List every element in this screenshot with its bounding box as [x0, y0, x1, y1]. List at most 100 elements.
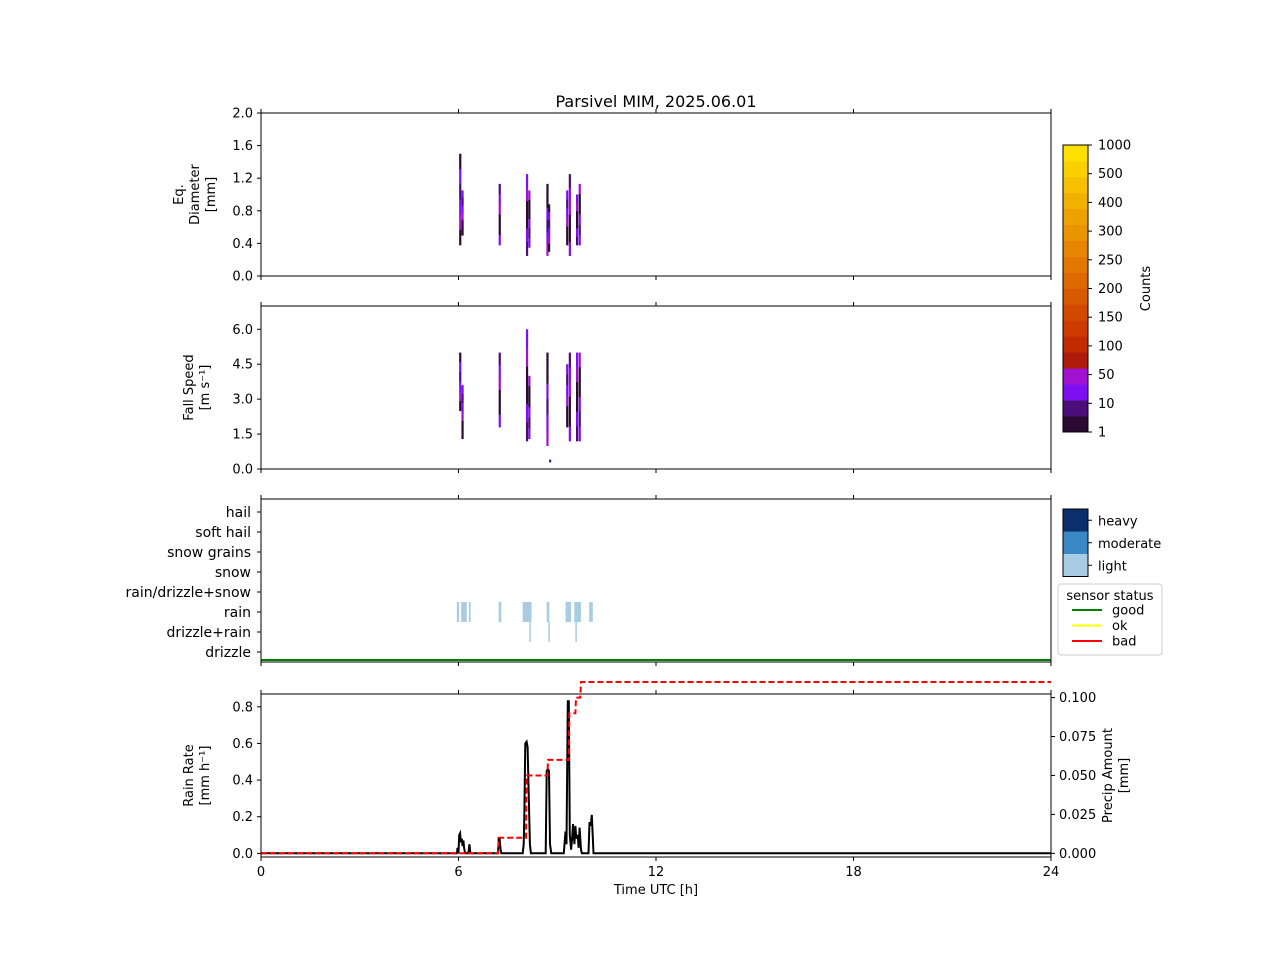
colorbar-cell — [1063, 384, 1088, 401]
colorbar-label: Counts — [1139, 266, 1154, 312]
precip-type-event — [546, 602, 550, 622]
diameter-event-cell — [528, 237, 531, 248]
diameter-event-cell — [546, 195, 549, 209]
precip-type-event — [565, 602, 572, 622]
colorbar-cell — [1063, 336, 1088, 353]
colorbar-cell — [1063, 224, 1088, 241]
x-tick-label: 6 — [454, 865, 462, 880]
diameter-event-cell — [576, 228, 579, 237]
rain-rate-y-label: Rain Rate — [182, 744, 197, 807]
diameter-event-cell — [546, 231, 549, 244]
colorbar-cell — [1063, 288, 1088, 305]
fallspeed-event-cell — [578, 426, 581, 442]
fallspeed-event-cell — [498, 352, 501, 366]
fallspeed-event-cell — [546, 352, 549, 369]
y-tick-label-right: 0.025 — [1059, 808, 1096, 823]
precip-amount-line — [261, 681, 1051, 855]
y-tick-label: 0.2 — [232, 810, 253, 825]
diameter-event-cell — [459, 153, 462, 170]
diameter-event-cell — [459, 199, 462, 215]
fallspeed-event-cell — [525, 385, 529, 405]
diameter-event-cell — [568, 242, 571, 256]
diameter-event-cell — [548, 227, 551, 237]
fallspeed-event-cell — [578, 367, 581, 383]
colorbar-cell — [1063, 176, 1088, 194]
diameter-event-cell — [459, 184, 462, 200]
colorbar-cell — [1063, 145, 1088, 162]
diameter-event-cell — [566, 208, 569, 219]
fallspeed-event-cell — [549, 461, 552, 462]
fallspeed-event-cell — [576, 426, 579, 442]
y-tick-label: 4.5 — [232, 358, 253, 373]
fallspeed-event-cell — [525, 422, 529, 442]
colorbar-tick-label: 500 — [1098, 167, 1123, 182]
intensity-label: light — [1098, 559, 1127, 574]
fallspeed-event-cell — [566, 385, 569, 396]
y-tick-label: 0.0 — [232, 463, 253, 478]
diameter-event-cell — [566, 235, 569, 246]
y-tick-label: 3.0 — [232, 393, 253, 408]
fallspeed-event-cell — [546, 430, 549, 447]
intensity-label: heavy — [1098, 514, 1138, 529]
diameter-event-cell — [566, 199, 569, 209]
diameter-event-cell — [546, 219, 549, 233]
fallspeed-event-cell — [459, 401, 462, 412]
diameter-event-cell — [576, 219, 579, 229]
intensity-label: moderate — [1098, 537, 1161, 552]
colorbar-cell — [1063, 304, 1088, 321]
diameter-event-cell — [498, 204, 501, 215]
precip-type-frame — [260, 498, 1052, 663]
diameter-event-cell — [568, 214, 571, 229]
y-tick-label: 0.0 — [232, 847, 253, 862]
fallspeed-event-cell — [546, 368, 549, 384]
fallspeed-event-cell — [459, 371, 462, 382]
precip-type-label: hail — [226, 505, 251, 521]
diameter-event-cell — [498, 234, 501, 246]
diameter-event-cell — [525, 187, 529, 202]
fallspeed-event-cell — [461, 429, 464, 440]
diameter-event-cell — [568, 201, 571, 216]
diameter-panel: 0.0 0.4 0.8 1.2 1.6 2.0 Eq. Diameter [mm] — [172, 107, 1052, 285]
counts-colorbar: 1 10 50 100 150 200 250 300 400 500 1000 Counts — [1062, 139, 1154, 441]
diameter-event-cell — [546, 243, 549, 256]
diameter-event-cell — [566, 217, 569, 228]
precip-type-label: rain/drizzle+snow — [126, 585, 251, 601]
diameter-event-cell — [498, 183, 501, 195]
colorbar-tick-label: 1000 — [1098, 139, 1131, 154]
diameter-event-cell — [546, 207, 549, 221]
colorbar-cell — [1063, 208, 1088, 226]
rain-frame — [260, 693, 1052, 858]
diameter-event-cell — [566, 190, 569, 200]
diameter-y-label: Eq. — [172, 184, 187, 205]
diameter-event-cell — [568, 187, 571, 202]
fallspeed-event-cell — [568, 382, 571, 398]
diameter-event-cell — [528, 199, 531, 210]
diameter-event-cell — [578, 214, 581, 225]
diameter-event-cell — [548, 243, 551, 252]
diameter-frame — [260, 112, 1052, 277]
fallspeed-event-cell — [576, 352, 579, 368]
y-tick-label: 1.2 — [232, 172, 253, 187]
precip-type-event — [522, 602, 532, 622]
fallspeed-event-cell — [576, 367, 579, 383]
diameter-event-cell — [528, 209, 531, 220]
fallspeed-event-cell — [549, 460, 552, 462]
diameter-event-cell — [528, 190, 531, 201]
y-tick-label: 0.0 — [232, 270, 253, 285]
colorbar-tick-label: 400 — [1098, 196, 1123, 211]
diameter-event-cell — [461, 220, 464, 229]
fallspeed-panel: 0.0 1.5 3.0 4.5 6.0 Fall Speed [m s⁻¹] — [182, 302, 1052, 478]
fallspeed-event-cell — [498, 389, 501, 403]
fallspeed-event-cell — [578, 411, 581, 427]
diameter-event-cell — [548, 220, 551, 229]
intensity-frame — [1062, 508, 1089, 577]
diameter-event-cell — [498, 224, 501, 236]
fallspeed-event-cell — [546, 399, 549, 415]
fallspeed-event-cell — [461, 411, 464, 422]
diameter-event-cell — [578, 234, 581, 246]
fallspeed-event-cell — [528, 407, 531, 419]
fallspeed-event-cell — [461, 385, 464, 395]
diameter-event-cell — [568, 174, 571, 189]
